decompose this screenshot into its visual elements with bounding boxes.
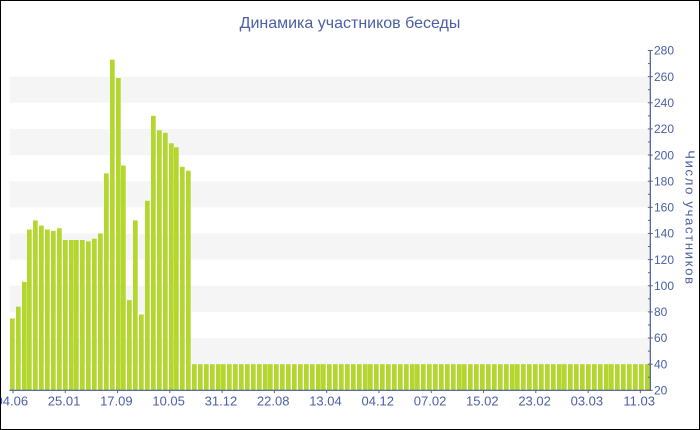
svg-text:03.03: 03.03 xyxy=(571,393,604,408)
svg-text:07.02: 07.02 xyxy=(414,393,447,408)
svg-text:180: 180 xyxy=(654,174,674,188)
svg-text:200: 200 xyxy=(654,148,674,162)
svg-text:280: 280 xyxy=(654,44,674,58)
svg-text:240: 240 xyxy=(654,96,674,110)
svg-text:40: 40 xyxy=(654,357,668,371)
svg-text:160: 160 xyxy=(654,201,674,215)
svg-text:31.12: 31.12 xyxy=(205,393,238,408)
svg-text:Динамика участников беседы: Динамика участников беседы xyxy=(240,15,461,32)
svg-text:10.05: 10.05 xyxy=(152,393,185,408)
svg-text:100: 100 xyxy=(654,279,674,293)
svg-text:80: 80 xyxy=(654,305,668,319)
svg-text:04.12: 04.12 xyxy=(361,393,394,408)
svg-text:140: 140 xyxy=(654,227,674,241)
svg-text:220: 220 xyxy=(654,122,674,136)
svg-text:23.02: 23.02 xyxy=(518,393,551,408)
svg-text:Число участников: Число участников xyxy=(683,150,698,286)
svg-text:60: 60 xyxy=(654,331,668,345)
svg-text:22.08: 22.08 xyxy=(257,393,290,408)
svg-text:260: 260 xyxy=(654,70,674,84)
svg-text:25.01: 25.01 xyxy=(48,393,81,408)
svg-text:15.02: 15.02 xyxy=(466,393,499,408)
svg-text:120: 120 xyxy=(654,253,674,267)
svg-text:20: 20 xyxy=(654,384,668,398)
svg-text:17.09: 17.09 xyxy=(100,393,133,408)
svg-text:11.03: 11.03 xyxy=(623,393,655,408)
svg-text:04.06: 04.06 xyxy=(0,393,28,408)
svg-text:13.04: 13.04 xyxy=(309,393,342,408)
